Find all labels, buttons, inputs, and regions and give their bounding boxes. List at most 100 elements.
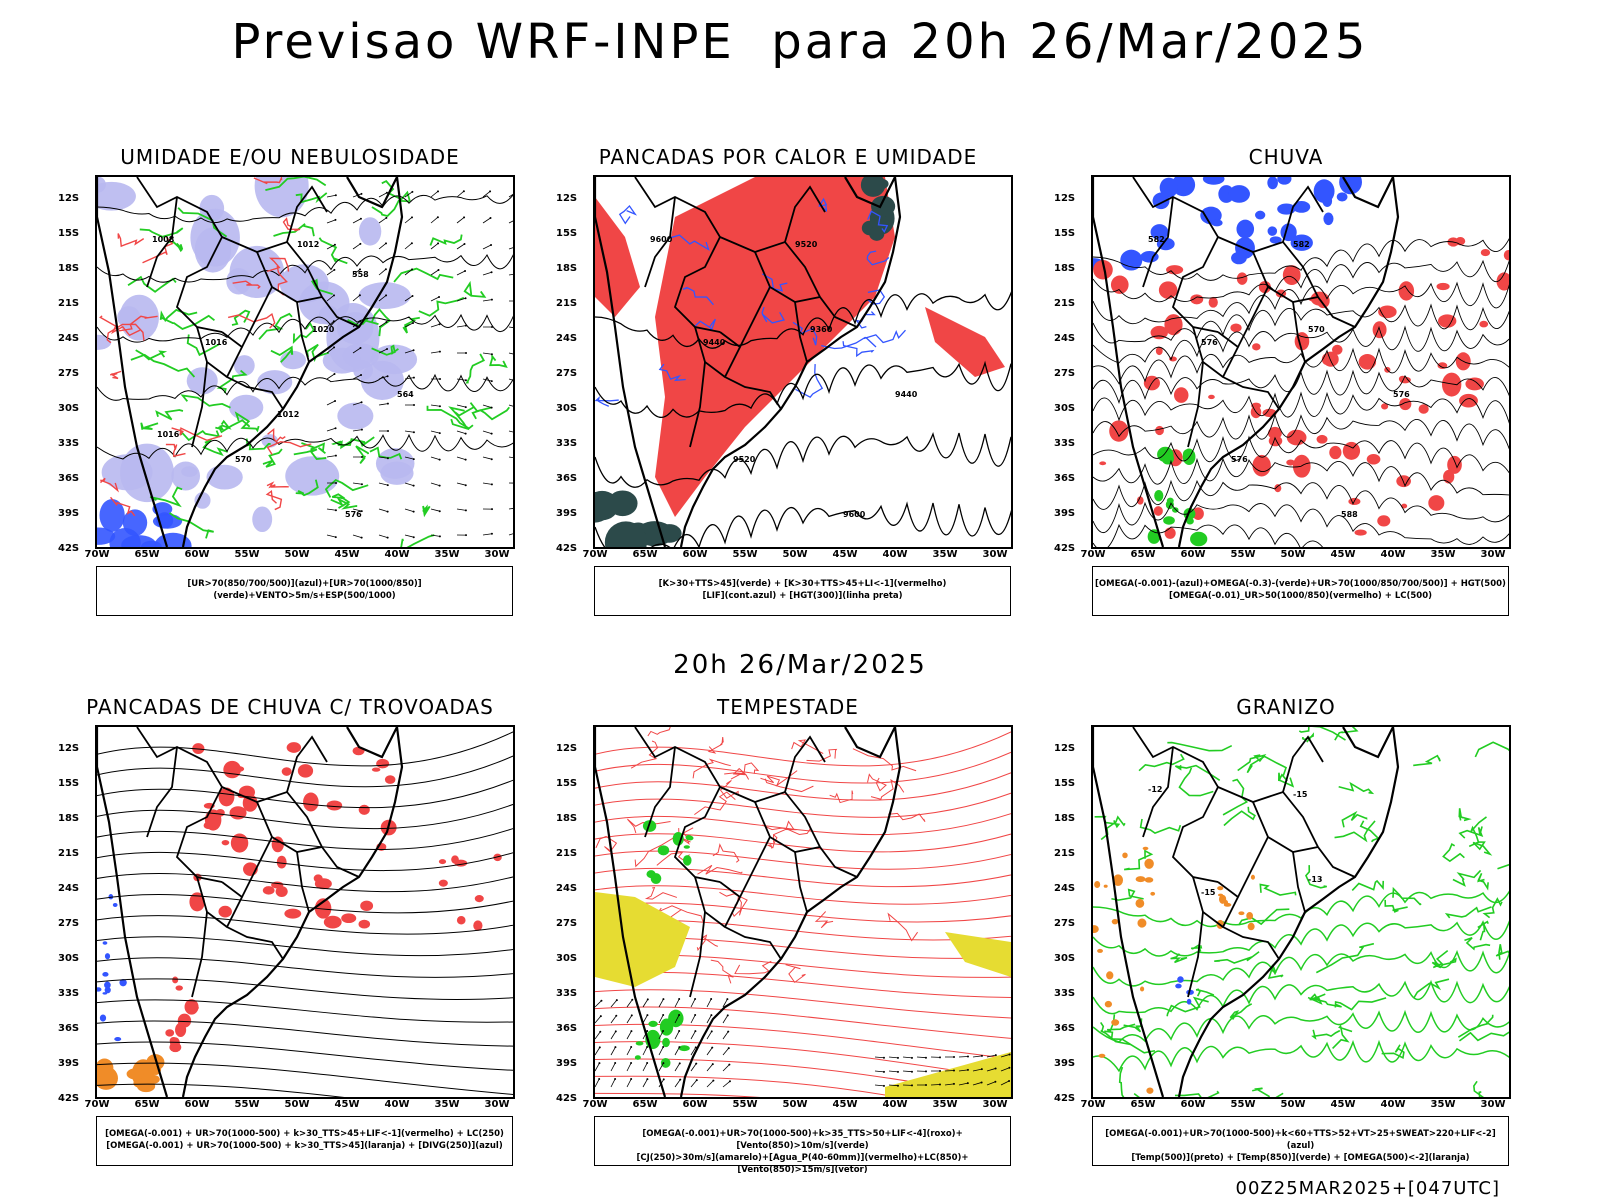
map-panel: PANCADAS DE CHUVA C/ TROVOADAS 12S 15S 18S 2… bbox=[50, 695, 530, 1180]
longitude-label: 50W bbox=[284, 1099, 310, 1110]
latitude-label: 21S bbox=[556, 298, 578, 309]
legend-line: [CJ(250)>30m/s](amarelo)+[Agua_P(40-60mm… bbox=[636, 1153, 969, 1175]
jet-area bbox=[945, 932, 1011, 977]
contour-lines bbox=[595, 291, 1011, 547]
jet-area bbox=[885, 1052, 1011, 1097]
legend-line: [OMEGA(-0.001)-(azul)+OMEGA(-0.3)-(verde… bbox=[1095, 579, 1506, 589]
longitude-label: 35W bbox=[1430, 1099, 1456, 1110]
contour-value-label: 576 bbox=[345, 510, 362, 519]
latitude-label: 24S bbox=[556, 333, 578, 344]
latitude-label: 42S bbox=[1054, 543, 1076, 554]
forecast-field-svg: -12 -15 -15 -13 bbox=[1093, 727, 1509, 1097]
panel-title: GRANIZO bbox=[1236, 695, 1336, 719]
longitude-label: 30W bbox=[484, 549, 510, 560]
latitude-label: 18S bbox=[1054, 813, 1076, 824]
longitude-label: 30W bbox=[1480, 1099, 1506, 1110]
longitude-label: 65W bbox=[1130, 549, 1156, 560]
latitude-label: 42S bbox=[556, 543, 578, 554]
contour-value-label: 1012 bbox=[277, 410, 299, 419]
longitude-label: 30W bbox=[982, 549, 1008, 560]
legend-line: [LIF](cont.azul) + [HGT(300)](linha pret… bbox=[702, 591, 903, 601]
forecast-field-svg: 582 582 576 570 576 588 576 bbox=[1093, 177, 1509, 547]
latitude-label: 12S bbox=[556, 743, 578, 754]
panel-title: PANCADAS POR CALOR E UMIDADE bbox=[598, 145, 978, 169]
longitude-label: 60W bbox=[184, 1099, 210, 1110]
panel-legend: [OMEGA(-0.001)+UR>70(1000-500)+k>35_TTS>… bbox=[594, 1116, 1011, 1175]
latitude-label: 21S bbox=[58, 298, 80, 309]
panel-title: CHUVA bbox=[1248, 145, 1324, 169]
forecast-field-svg bbox=[97, 727, 513, 1097]
latitude-label: 24S bbox=[58, 333, 80, 344]
latitude-label: 30S bbox=[58, 403, 80, 414]
latitude-label: 36S bbox=[1054, 473, 1076, 484]
longitude-label: 70W bbox=[84, 549, 110, 560]
longitude-label: 40W bbox=[882, 549, 908, 560]
legend-line: [OMEGA(-0.01)_UR>50(1000/850)(vermelho) … bbox=[1168, 591, 1433, 601]
contour-value-label: 9520 bbox=[733, 455, 756, 464]
panel-title: PANCADAS DE CHUVA C/ TROVOADAS bbox=[86, 695, 494, 719]
instability-area bbox=[925, 307, 1005, 377]
field-shading bbox=[97, 894, 127, 1042]
latitude-label: 39S bbox=[1054, 508, 1076, 519]
contour-value-label: 1020 bbox=[312, 325, 335, 334]
latitude-label: 12S bbox=[556, 193, 578, 204]
panel-legend: [OMEGA(-0.001)+UR>70(1000-500)+k<60+TTS>… bbox=[1092, 1116, 1509, 1166]
longitude-label: 70W bbox=[1080, 1099, 1106, 1110]
latitude-label: 21S bbox=[58, 848, 80, 859]
field-shading bbox=[438, 853, 502, 931]
longitude-label: 35W bbox=[932, 1099, 958, 1110]
latitude-label: 42S bbox=[58, 1093, 80, 1104]
field-shading bbox=[595, 490, 682, 547]
contour-labels: 1008 1012 1016 1020 570 576 564 558 1012 1016 bbox=[152, 235, 414, 519]
contour-squiggles bbox=[595, 197, 906, 407]
latitude-label: 12S bbox=[1054, 193, 1076, 204]
panel-legend: [K>30+TTS>45](verde) + [K>30+TTS>45+LI<-… bbox=[594, 566, 1011, 616]
latitude-label: 15S bbox=[1054, 228, 1076, 239]
longitude-label: 65W bbox=[134, 549, 160, 560]
longitude-label: 60W bbox=[682, 1099, 708, 1110]
latitude-label: 33S bbox=[1054, 438, 1076, 449]
legend-line: [OMEGA(-0.001)+UR>70(1000-500)+k>35_TTS>… bbox=[642, 1129, 963, 1151]
contour-labels: -12 -15 -15 -13 bbox=[1148, 785, 1322, 897]
latitude-label: 42S bbox=[58, 543, 80, 554]
longitude-label: 45W bbox=[1330, 1099, 1356, 1110]
contour-value-label: 9600 bbox=[650, 235, 673, 244]
longitude-label: 55W bbox=[234, 549, 260, 560]
contour-value-label: 582 bbox=[1293, 240, 1310, 249]
longitude-label: 65W bbox=[134, 1099, 160, 1110]
wind-vectors bbox=[595, 997, 731, 1088]
latitude-label: 42S bbox=[1054, 1093, 1076, 1104]
state-borders bbox=[1132, 727, 1356, 998]
field-shading bbox=[165, 976, 199, 1053]
contour-value-label: 9520 bbox=[795, 240, 818, 249]
latitude-label: 36S bbox=[556, 1023, 578, 1034]
latitude-label: 36S bbox=[556, 473, 578, 484]
latitude-label: 21S bbox=[1054, 298, 1076, 309]
longitude-label: 65W bbox=[632, 549, 658, 560]
field-shading bbox=[1093, 259, 1415, 539]
latitude-label: 39S bbox=[58, 1058, 80, 1069]
state-borders bbox=[1132, 177, 1356, 448]
panel-title: TEMPESTADE bbox=[717, 695, 859, 719]
longitude-label: 70W bbox=[582, 549, 608, 560]
longitude-label: 60W bbox=[682, 549, 708, 560]
latitude-label: 33S bbox=[58, 988, 80, 999]
longitude-label: 45W bbox=[832, 1099, 858, 1110]
latitude-label: 36S bbox=[58, 1023, 80, 1034]
contour-value-label: 570 bbox=[235, 455, 252, 464]
state-borders bbox=[634, 727, 858, 998]
contour-value-label: 576 bbox=[1393, 390, 1410, 399]
field-shading bbox=[642, 820, 694, 884]
coastline bbox=[595, 177, 902, 547]
contour-value-label: 1016 bbox=[205, 338, 228, 347]
latitude-label: 36S bbox=[58, 473, 80, 484]
latitude-label: 33S bbox=[556, 438, 578, 449]
latitude-label: 18S bbox=[1054, 263, 1076, 274]
forecast-field-svg bbox=[595, 727, 1011, 1097]
longitude-label: 50W bbox=[782, 1099, 808, 1110]
legend-line: [OMEGA(-0.001) + UR>70(1000-500) + k>30_… bbox=[105, 1129, 504, 1139]
map-area: -12 -15 -15 -13 bbox=[1091, 725, 1511, 1099]
valid-time-title: 20h 26/Mar/2025 bbox=[673, 650, 927, 680]
latitude-label: 24S bbox=[58, 883, 80, 894]
contour-lines bbox=[1093, 238, 1509, 547]
